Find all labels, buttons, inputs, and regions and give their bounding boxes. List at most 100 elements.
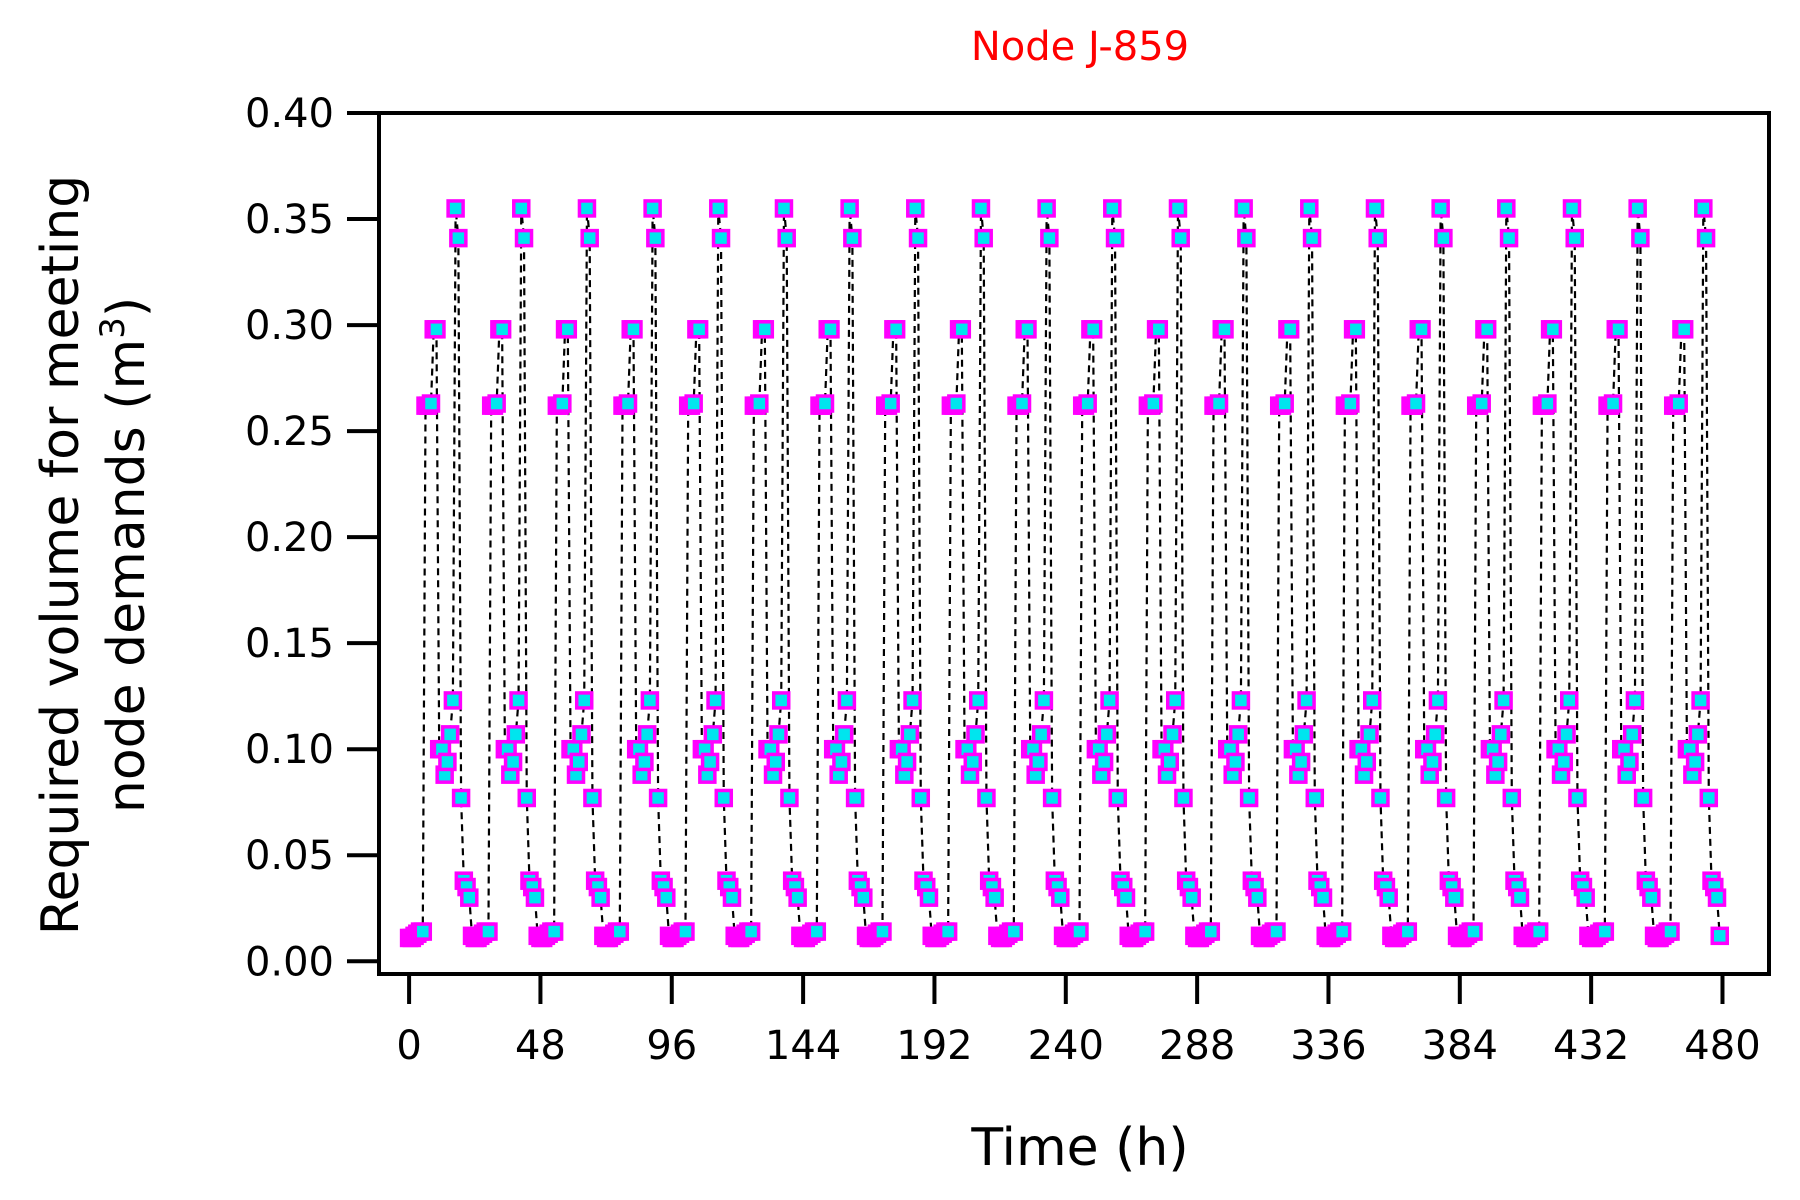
data-point (1313, 888, 1333, 907)
data-point (1477, 320, 1497, 339)
data-point (1661, 922, 1680, 941)
data-point (1568, 788, 1587, 808)
data-point (897, 752, 917, 772)
data-point (843, 228, 862, 248)
data-point (1565, 228, 1584, 248)
data-point (1669, 394, 1688, 413)
data-point (1034, 691, 1054, 710)
data-point (684, 394, 703, 413)
data-point (1464, 922, 1483, 941)
data-point (487, 394, 506, 413)
y-axis: 0.00 0.05 0.10 0.15 0.20 0.25 0.30 0.35 0.40 (245, 91, 377, 985)
x-tick-label: 192 (896, 1023, 972, 1069)
data-point (903, 691, 922, 710)
y-tick-label: 0.15 (245, 621, 334, 667)
data-point (1116, 888, 1136, 907)
data-point (938, 922, 958, 941)
data-point (1144, 394, 1163, 413)
data-point (618, 394, 638, 413)
data-point (1434, 228, 1453, 248)
data-point (1603, 394, 1623, 413)
data-point (821, 320, 840, 339)
data-point (1398, 922, 1418, 941)
data-point (637, 725, 657, 744)
data-point (624, 320, 643, 339)
data-point (1231, 691, 1251, 710)
data-point (1707, 888, 1727, 907)
data-point (1346, 320, 1366, 339)
data-point (900, 725, 920, 744)
data-point (1031, 725, 1051, 744)
data-point (1040, 228, 1059, 248)
data-point (1710, 926, 1729, 946)
data-point (1237, 228, 1256, 248)
data-point (971, 199, 991, 218)
data-point (1633, 788, 1653, 808)
data-point (780, 788, 799, 808)
data-point (1543, 320, 1563, 339)
data-point (1226, 752, 1245, 772)
data-point (1228, 725, 1248, 744)
data-point (583, 788, 602, 808)
axes-frame (377, 111, 1771, 976)
data-point (1037, 199, 1056, 218)
data-point (1431, 199, 1450, 218)
data-point (709, 199, 728, 218)
data-point (881, 394, 900, 413)
data-point (1371, 788, 1390, 808)
data-point (1280, 320, 1300, 339)
data-point (1595, 922, 1615, 941)
data-point (1051, 888, 1070, 907)
data-point (1341, 394, 1360, 413)
data-point (1472, 394, 1491, 413)
data-point (1171, 228, 1190, 248)
data-point (832, 752, 851, 772)
data-point (1029, 752, 1048, 772)
data-point (1445, 888, 1464, 907)
data-point (648, 788, 668, 808)
data-point (1685, 752, 1705, 772)
y-tick-label: 0.25 (245, 409, 334, 455)
data-point (834, 725, 854, 744)
x-tick-label: 0 (396, 1023, 421, 1069)
series-markers (399, 199, 1729, 948)
data-point (544, 922, 564, 941)
data-point (1239, 788, 1259, 808)
data-point (421, 394, 441, 413)
data-point (1488, 752, 1508, 772)
data-point (703, 725, 723, 744)
y-tick-label: 0.40 (245, 91, 334, 137)
data-point (1428, 691, 1448, 710)
data-point (1379, 888, 1398, 907)
y-axis-label-main: node demands (m (97, 339, 157, 813)
data-point (1105, 228, 1125, 248)
data-point (1332, 922, 1352, 941)
data-point (1234, 199, 1253, 218)
data-point (1305, 788, 1325, 808)
data-point (722, 888, 742, 907)
data-point (700, 752, 720, 772)
data-point (1502, 788, 1522, 808)
y-axis-label-superscript: 3 (93, 317, 133, 339)
data-point (1688, 725, 1708, 744)
data-point (1209, 394, 1229, 413)
data-point (503, 752, 523, 772)
data-point (657, 888, 676, 907)
data-point (1108, 788, 1128, 808)
data-point (509, 691, 528, 710)
data-point (413, 922, 433, 941)
y-axis-label-line2: node demands (m3) (93, 297, 157, 813)
data-point (966, 725, 985, 744)
data-point (766, 752, 785, 772)
data-point (873, 922, 892, 941)
data-point (741, 922, 761, 941)
data-point (1012, 394, 1032, 413)
data-point (1297, 691, 1316, 710)
data-point (947, 394, 966, 413)
data-point (714, 788, 734, 808)
data-point (558, 320, 578, 339)
data-point (1412, 320, 1431, 339)
data-point (577, 199, 597, 218)
y-axis-label-close: ) (97, 297, 157, 317)
